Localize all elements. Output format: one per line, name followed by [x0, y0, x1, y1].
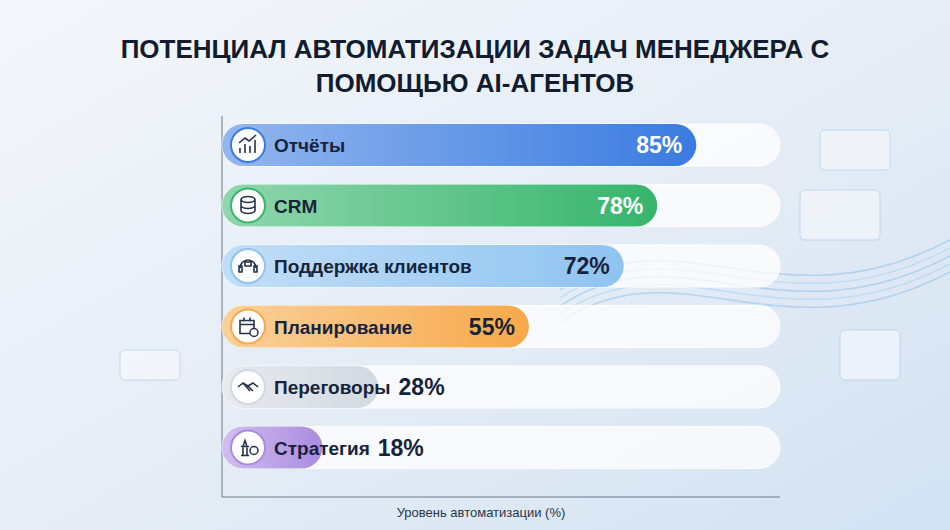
category-label: Стратегия — [274, 438, 370, 459]
track — [222, 185, 780, 227]
decor-panel — [820, 130, 890, 170]
bar — [222, 245, 624, 287]
track — [222, 306, 780, 348]
title-line: ПОМОЩЬЮ AI-АГЕНТОВ — [316, 68, 635, 98]
icon-circle — [231, 189, 265, 223]
icon — [231, 370, 265, 404]
decor-panel — [120, 350, 180, 380]
value-label: 18% — [378, 435, 424, 461]
icon — [231, 310, 265, 344]
icon-circle — [231, 128, 265, 162]
labels: Отчёты 85% CRM 78% Поддержка клиентов 72% План… — [231, 128, 682, 465]
value-label: 78% — [597, 193, 643, 219]
category-label: CRM — [274, 196, 317, 217]
value-label: 72% — [564, 253, 610, 279]
icon-glyph — [241, 441, 249, 456]
decor-panel — [840, 330, 900, 380]
track — [222, 366, 780, 408]
x-axis-line — [222, 497, 780, 498]
track — [222, 124, 780, 166]
bar — [222, 185, 657, 227]
value-label: 85% — [636, 132, 682, 158]
icon-circle — [231, 370, 265, 404]
bar — [222, 124, 696, 166]
icon — [231, 189, 265, 223]
icon-glyph — [241, 197, 255, 214]
bar — [222, 306, 529, 348]
x-axis-title: Уровень автоматизации (%) — [397, 505, 566, 520]
background — [0, 0, 950, 530]
bars — [222, 124, 696, 469]
icon-circle — [231, 310, 265, 344]
value-label: 28% — [399, 374, 445, 400]
tracks — [222, 124, 780, 469]
category-label: Отчёты — [274, 135, 345, 156]
icon — [231, 431, 265, 465]
decor-panel — [800, 190, 880, 240]
category-label: Планирование — [274, 317, 412, 338]
icon-circle — [231, 431, 265, 465]
icon-glyph — [250, 447, 258, 455]
icon-glyph — [239, 135, 256, 153]
track — [222, 245, 780, 287]
y-axis-line — [222, 116, 223, 497]
icon — [231, 249, 265, 283]
category-label: Поддержка клиентов — [274, 256, 472, 277]
icon — [231, 128, 265, 162]
icon-circle — [231, 249, 265, 283]
icon-glyph — [239, 260, 257, 272]
value-label: 55% — [469, 314, 515, 340]
title: ПОТЕНЦИАЛ АВТОМАТИЗАЦИИ ЗАДАЧ МЕНЕДЖЕРА … — [121, 34, 830, 98]
icon-glyph — [238, 383, 258, 391]
category-label: Переговоры — [274, 377, 391, 398]
icon-glyph — [250, 329, 258, 337]
track — [222, 427, 780, 469]
title-line: ПОТЕНЦИАЛ АВТОМАТИЗАЦИИ ЗАДАЧ МЕНЕДЖЕРА … — [121, 34, 830, 64]
chart: ПОТЕНЦИАЛ АВТОМАТИЗАЦИИ ЗАДАЧ МЕНЕДЖЕРА … — [0, 0, 950, 530]
